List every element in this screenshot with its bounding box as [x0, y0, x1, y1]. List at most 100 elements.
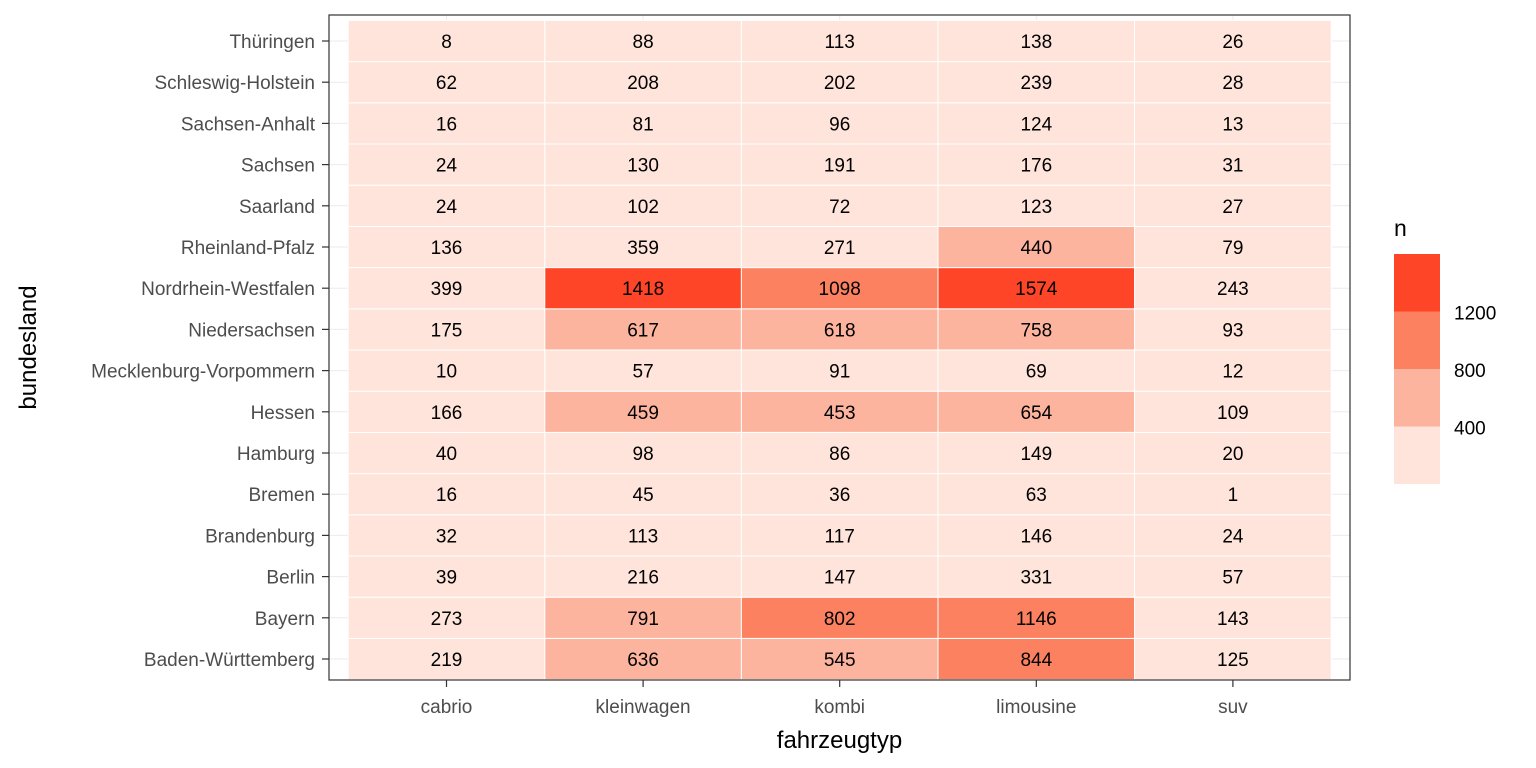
heatmap-cell: [544, 390, 742, 433]
y-tick-label: Brandenburg: [205, 526, 315, 547]
cell-value-label: 57: [1222, 568, 1243, 589]
heatmap-cell: [740, 184, 939, 227]
y-tick-label: Bremen: [248, 485, 315, 506]
y-tick-label: Berlin: [266, 568, 315, 589]
heatmap-cells: [347, 19, 1332, 681]
heatmap-cell: [1134, 225, 1332, 269]
y-tick-label: Hamburg: [237, 444, 315, 465]
heatmap-cell: [937, 596, 1136, 639]
heatmap-cell: [544, 19, 742, 63]
cell-value-label: 62: [436, 73, 457, 94]
cell-value-label: 545: [824, 650, 856, 671]
heatmap-cell: [1134, 555, 1332, 598]
heatmap-cell: [740, 267, 939, 310]
cell-value-label: 636: [627, 650, 659, 671]
heatmap-cell: [347, 473, 546, 516]
y-tick-label: Rheinland-Pfalz: [181, 238, 315, 259]
heatmap-cell: [347, 637, 546, 681]
heatmap-cell: [937, 225, 1136, 269]
cell-value-label: 13: [1222, 114, 1243, 135]
cell-value-label: 459: [627, 403, 659, 424]
heatmap-cell: [1134, 473, 1332, 516]
cell-value-label: 96: [829, 114, 850, 135]
heatmap-cell: [937, 267, 1136, 310]
heatmap-cell: [1134, 308, 1332, 351]
heatmap-cell: [1134, 514, 1332, 557]
heatmap-cell: [347, 514, 546, 557]
x-tick-label: cabrio: [421, 697, 473, 718]
heatmap-cell: [1134, 431, 1332, 475]
cell-value-label: 166: [431, 403, 463, 424]
x-tick-label: kleinwagen: [596, 697, 691, 718]
legend-tick-label: 400: [1454, 419, 1486, 440]
heatmap-cell: [1134, 143, 1332, 186]
cell-value-label: 86: [829, 444, 850, 465]
x-tick-label: suv: [1218, 697, 1248, 718]
heatmap-cell: [740, 514, 939, 557]
cell-value-label: 802: [824, 609, 856, 630]
cell-value-label: 79: [1222, 238, 1243, 259]
heatmap-cell: [544, 596, 742, 639]
cell-value-label: 208: [627, 73, 659, 94]
heatmap-cell: [937, 61, 1136, 104]
cell-value-label: 654: [1020, 403, 1052, 424]
cell-value-label: 1098: [819, 279, 861, 300]
cell-value-label: 440: [1020, 238, 1052, 259]
heatmap-cell: [347, 225, 546, 269]
cell-value-label: 136: [431, 238, 463, 259]
cell-value-label: 12: [1222, 362, 1243, 383]
legend-color-bin: [1394, 426, 1440, 484]
cell-value-label: 63: [1026, 485, 1047, 506]
cell-value-label: 69: [1026, 362, 1047, 383]
heatmap-cell: [347, 267, 546, 310]
cell-value-label: 26: [1222, 32, 1243, 53]
y-axis-title: bundesland: [15, 285, 42, 409]
heatmap-cell: [1134, 637, 1332, 681]
y-tick-label: Nordrhein-Westfalen: [141, 279, 315, 300]
heatmap-cell: [937, 431, 1136, 475]
cell-value-label: 844: [1020, 650, 1052, 671]
cell-value-label: 39: [436, 568, 457, 589]
cell-value-label: 271: [824, 238, 856, 259]
cell-value-label: 98: [633, 444, 654, 465]
heatmap-cell: [740, 555, 939, 598]
heatmap-cell: [544, 637, 742, 681]
cell-value-label: 31: [1222, 156, 1243, 177]
heatmap-cell: [544, 514, 742, 557]
cell-value-label: 113: [825, 32, 855, 53]
heatmap-cell: [937, 349, 1136, 392]
heatmap-cell: [544, 349, 742, 392]
cell-value-label: 331: [1020, 568, 1052, 589]
cell-value-label: 791: [627, 609, 659, 630]
heatmap-cell: [937, 143, 1136, 186]
heatmap-cell: [1134, 102, 1332, 145]
cell-value-label: 273: [431, 609, 463, 630]
y-tick-label: Hessen: [251, 403, 315, 424]
cell-value-label: 45: [633, 485, 654, 506]
y-axis: Baden-Württemberg Bayern Berlin Brandenburg…: [91, 32, 329, 671]
y-tick-label: Saarland: [239, 197, 315, 218]
cell-value-label: 143: [1217, 609, 1249, 630]
y-tick-label: Sachsen-Anhalt: [181, 114, 316, 135]
cell-value-label: 124: [1020, 114, 1052, 135]
heatmap-cell: [740, 596, 939, 639]
cell-value-label: 16: [436, 485, 457, 506]
legend-color-bin: [1394, 254, 1440, 312]
cell-value-label: 399: [431, 279, 463, 300]
x-tick-label: kombi: [814, 697, 865, 718]
cell-value-label: 24: [1222, 526, 1244, 547]
cell-value-label: 123: [1020, 197, 1052, 218]
cell-value-label: 57: [633, 362, 654, 383]
heatmap-cell: [347, 596, 546, 639]
cell-value-label: 28: [1222, 73, 1243, 94]
heatmap-cell: [740, 431, 939, 475]
heatmap-cell: [544, 102, 742, 145]
heatmap-cell: [347, 390, 546, 433]
heatmap-cell: [1134, 19, 1332, 63]
legend-color-bin: [1394, 311, 1440, 369]
cell-value-label: 617: [627, 320, 659, 341]
heatmap-cell: [347, 61, 546, 104]
cell-value-label: 88: [633, 32, 654, 53]
